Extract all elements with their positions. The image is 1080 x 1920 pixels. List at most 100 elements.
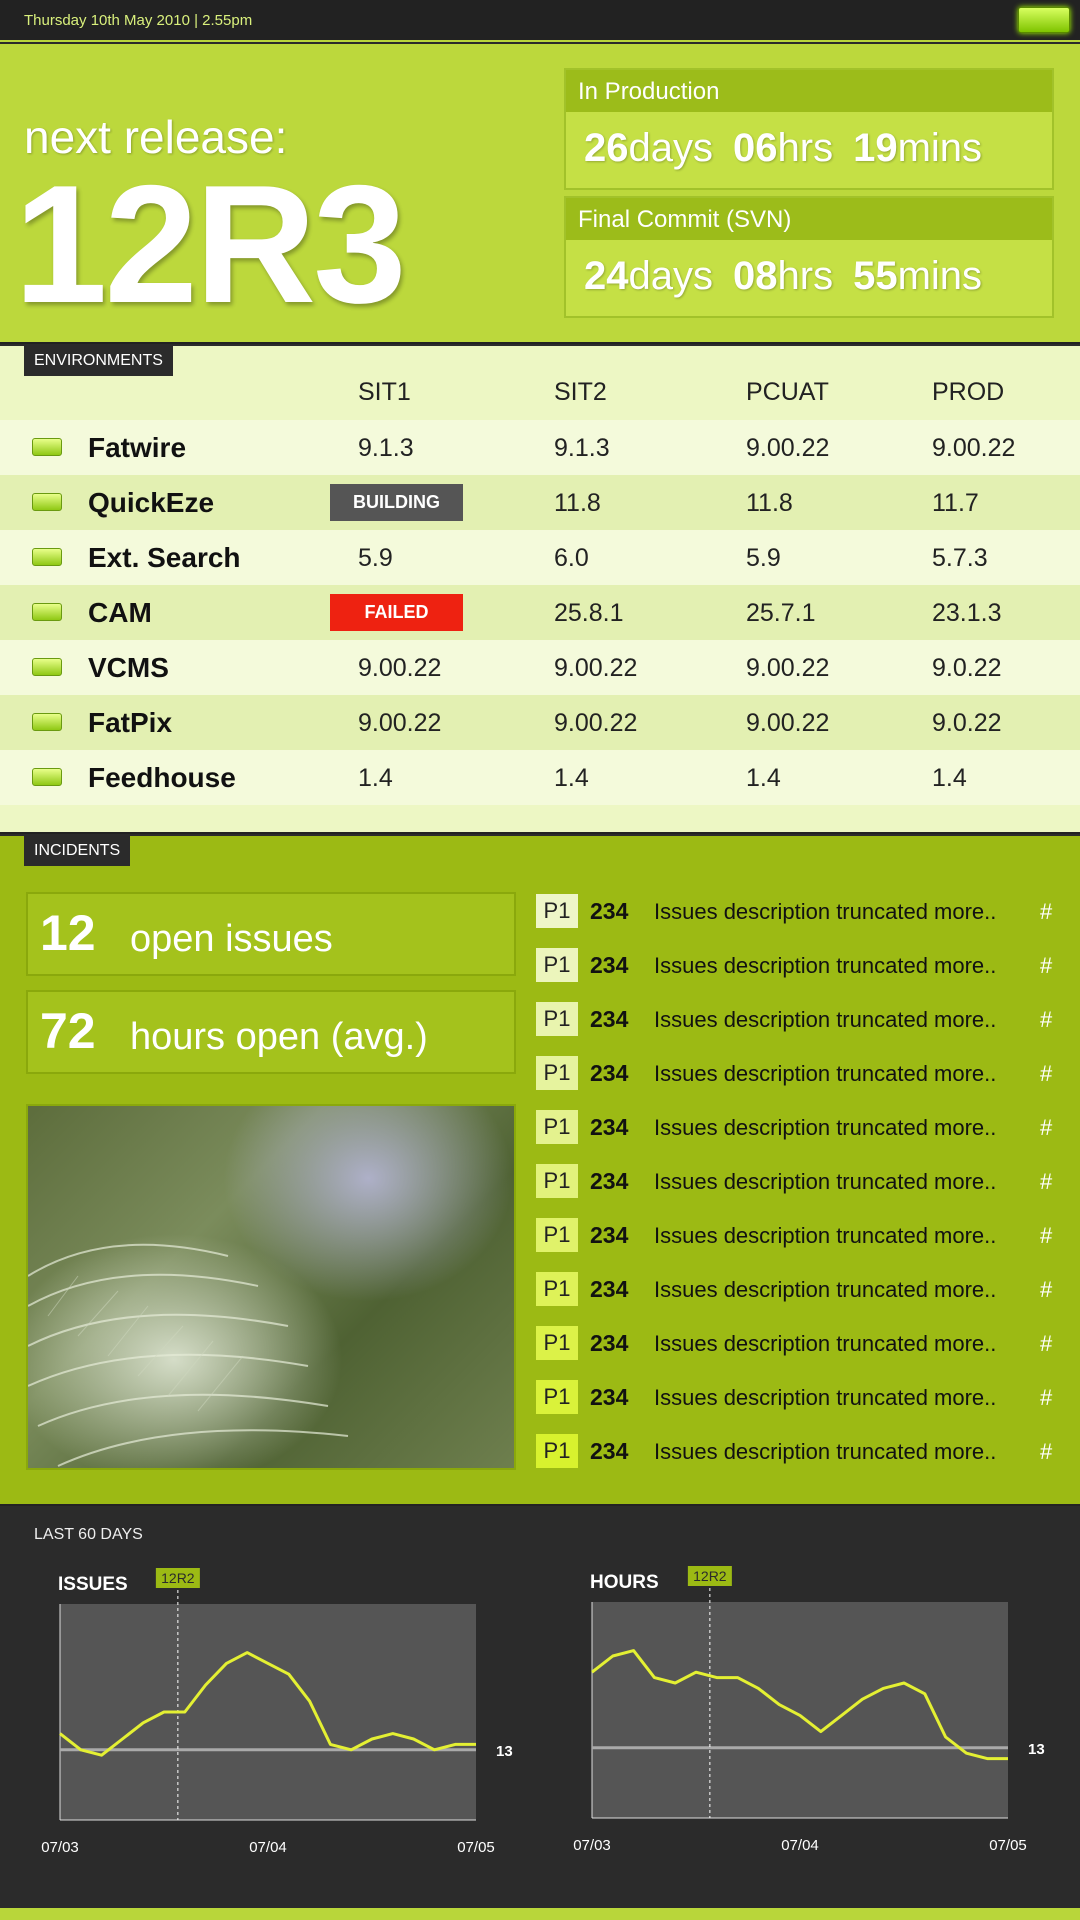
- issue-description: Issues description truncated more..: [654, 899, 997, 924]
- environment-row: Ext. Search 5.9 6.0 5.9 5.7.3: [0, 530, 1080, 585]
- version-cell: 5.9: [358, 544, 393, 572]
- issue-description: Issues description truncated more..: [654, 1007, 997, 1032]
- hours-open-stat: 72 hours open (avg.): [26, 990, 516, 1074]
- issue-description: Issues description truncated more..: [654, 1331, 997, 1356]
- version-cell: 11.8: [554, 489, 601, 517]
- failed-badge: FAILED: [330, 594, 463, 631]
- reference-label: 13: [1028, 1741, 1045, 1758]
- countdown-hrs: 06: [733, 126, 778, 170]
- issue-link[interactable]: #: [1040, 1385, 1053, 1410]
- status-light-icon: [32, 603, 62, 621]
- version-cell: 1.4: [358, 764, 393, 792]
- countdown-mins: 55: [853, 254, 898, 298]
- countdown-mins: 19: [853, 126, 898, 170]
- issue-description: Issues description truncated more..: [654, 1061, 997, 1086]
- environments-panel: ENVIRONMENTS SIT1 SIT2 PCUAT PROD Fatwir…: [0, 346, 1080, 834]
- release-marker-label: 12R2: [693, 1568, 727, 1584]
- version-cell: 9.00.22: [358, 709, 442, 737]
- open-issues-count: 12: [40, 905, 96, 961]
- status-light-icon: [32, 438, 62, 456]
- environment-row: FatPix 9.00.22 9.00.22 9.00.22 9.0.22: [0, 695, 1080, 750]
- version-cell: 5.7.3: [932, 544, 988, 572]
- release-marker-label: 12R2: [161, 1570, 195, 1586]
- plot-area: [60, 1604, 476, 1820]
- chart-title: HOURS: [590, 1572, 659, 1593]
- issue-item[interactable]: P1 234 Issues description truncated more..…: [536, 894, 1066, 930]
- version-cell: 25.8.1: [554, 599, 624, 627]
- issue-item[interactable]: P1 234 Issues description truncated more..…: [536, 1002, 1066, 1038]
- environment-row: VCMS 9.00.22 9.00.22 9.00.22 9.0.22: [0, 640, 1080, 695]
- x-tick-label: 07/03: [573, 1837, 611, 1854]
- version-cell: 6.0: [554, 544, 589, 572]
- issue-item[interactable]: P1 234 Issues description truncated more..…: [536, 1056, 1066, 1092]
- bottom-bar: [0, 1908, 1080, 1920]
- version-cell: 25.7.1: [746, 599, 816, 627]
- countdown-days: 26: [584, 126, 629, 170]
- open-issues-stat: 12 open issues: [26, 892, 516, 976]
- issue-item[interactable]: P1 234 Issues description truncated more..…: [536, 1218, 1066, 1254]
- plot-area: [592, 1602, 1008, 1818]
- environment-name: CAM: [88, 597, 152, 628]
- datetime: Thursday 10th May 2010 | 2.55pm: [24, 12, 253, 29]
- issue-link[interactable]: #: [1040, 1439, 1053, 1464]
- issue-id: 234: [590, 952, 629, 978]
- environment-name: VCMS: [88, 652, 169, 683]
- issue-link[interactable]: #: [1040, 1331, 1053, 1356]
- issue-item[interactable]: P1 234 Issues description truncated more..…: [536, 1434, 1066, 1470]
- issue-id: 234: [590, 1222, 629, 1248]
- release-hero: next release: 12R3 In Production 26days 0…: [0, 44, 1080, 344]
- issue-link[interactable]: #: [1040, 1061, 1053, 1086]
- issue-item[interactable]: P1 234 Issues description truncated more..…: [536, 1110, 1066, 1146]
- environment-row: Fatwire 9.1.3 9.1.3 9.00.22 9.00.22: [0, 420, 1080, 475]
- issue-description: Issues description truncated more..: [654, 953, 997, 978]
- version-cell: 1.4: [746, 764, 781, 792]
- status-light-icon: [32, 768, 62, 786]
- release-marker-tag: [687, 1566, 732, 1586]
- version-cell: 9.00.22: [746, 709, 830, 737]
- priority-badge: P1: [536, 1380, 578, 1414]
- version-cell: 11.7: [932, 489, 979, 517]
- environment-row: QuickEze BUILDING 11.8 11.8 11.7: [0, 475, 1080, 530]
- issue-item[interactable]: P1 234 Issues description truncated more..…: [536, 1380, 1066, 1416]
- countdown-final-commit: Final Commit (SVN) 24days 08hrs 55mins: [564, 196, 1054, 318]
- building-badge: BUILDING: [330, 484, 463, 521]
- version-cell: 9.00.22: [554, 709, 638, 737]
- issue-link[interactable]: #: [1040, 953, 1053, 978]
- issue-link[interactable]: #: [1040, 1169, 1053, 1194]
- column-header: SIT2: [554, 378, 607, 406]
- environment-name: Feedhouse: [88, 762, 236, 793]
- issue-item[interactable]: P1 234 Issues description truncated more..…: [536, 1164, 1066, 1200]
- countdown-label: Final Commit (SVN): [566, 198, 1052, 240]
- issue-description: Issues description truncated more..: [654, 1223, 997, 1248]
- issue-description: Issues description truncated more..: [654, 1385, 997, 1410]
- issue-link[interactable]: #: [1040, 899, 1053, 924]
- priority-badge: P1: [536, 1326, 578, 1360]
- issue-link[interactable]: #: [1040, 1223, 1053, 1248]
- series-line: [59, 1651, 476, 1757]
- hours-open-label: hours open (avg.): [130, 1016, 428, 1058]
- issue-item[interactable]: P1 234 Issues description truncated more..…: [536, 1272, 1066, 1308]
- x-tick-label: 07/04: [249, 1839, 287, 1856]
- charts-svg: ISSUES 13 12R2 07/03 07/04 07/05 HOURS 13 12R2 07…: [41, 1566, 1045, 1856]
- priority-badge: P1: [536, 1056, 578, 1090]
- environment-name: QuickEze: [88, 487, 215, 518]
- issue-link[interactable]: #: [1040, 1007, 1053, 1032]
- issue-description: Issues description truncated more..: [654, 1115, 997, 1140]
- priority-badge: P1: [536, 894, 578, 928]
- issue-description: Issues description truncated more..: [654, 1169, 997, 1194]
- status-light-icon: [1018, 7, 1070, 33]
- priority-badge: P1: [536, 1164, 578, 1198]
- issue-link[interactable]: #: [1040, 1277, 1053, 1302]
- issue-item[interactable]: P1 234 Issues description truncated more..…: [536, 1326, 1066, 1362]
- countdown-hrs: 08: [733, 254, 778, 298]
- issue-item[interactable]: P1 234 Issues description truncated more..…: [536, 948, 1066, 984]
- reference-label: 13: [496, 1743, 513, 1760]
- version-cell: 1.4: [554, 764, 589, 792]
- priority-badge: P1: [536, 1272, 578, 1306]
- release-marker-tag: [155, 1568, 200, 1588]
- issue-link[interactable]: #: [1040, 1115, 1053, 1140]
- environment-name: FatPix: [88, 707, 173, 738]
- incidents-tag: INCIDENTS: [24, 836, 131, 866]
- incidents-panel: INCIDENTS 12 open issues 72 hours open (…: [0, 836, 1080, 1506]
- version-cell: 9.0.22: [932, 654, 1002, 682]
